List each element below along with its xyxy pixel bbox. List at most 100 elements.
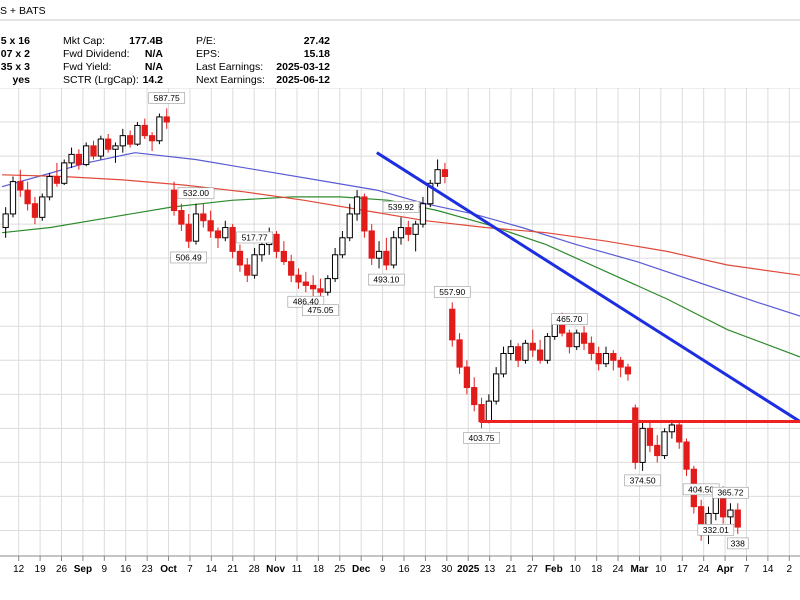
candle xyxy=(617,356,624,378)
candle-body xyxy=(251,254,258,276)
candle xyxy=(734,503,741,534)
candle-body xyxy=(375,250,383,259)
candle-body xyxy=(463,366,471,389)
left-value-3: 35 x 3 xyxy=(1,61,30,73)
pe-label: P/E: xyxy=(196,35,216,47)
x-tick-label: 18 xyxy=(591,564,603,575)
candle xyxy=(419,196,427,228)
x-tick-label: 28 xyxy=(249,564,261,575)
annotation-lines xyxy=(376,151,800,424)
candle xyxy=(383,237,390,271)
candle-body xyxy=(529,342,536,351)
fwd-dividend-label: Fwd Dividend: xyxy=(63,48,130,60)
candle-body xyxy=(214,230,222,239)
candle-body xyxy=(192,213,200,242)
candle xyxy=(529,329,536,357)
candle-body xyxy=(602,352,610,365)
candle xyxy=(280,241,287,265)
candle-body xyxy=(405,227,412,235)
x-tick-label: Sep xyxy=(74,564,92,575)
candle-body xyxy=(46,175,53,198)
candle-body xyxy=(207,220,214,232)
candle xyxy=(75,149,83,170)
candle xyxy=(185,213,192,248)
callout-label: 493.10 xyxy=(373,275,399,285)
price-callout: 374.50 xyxy=(624,474,661,487)
callout-label: 374.50 xyxy=(630,475,656,485)
candle-body xyxy=(75,153,83,166)
candle xyxy=(610,350,617,371)
candle-body xyxy=(53,175,61,184)
callout-label: 338 xyxy=(731,538,745,548)
left-value-1: 5 x 16 xyxy=(1,35,30,47)
x-tick-label: 2025 xyxy=(457,564,480,575)
x-tick-label: 21 xyxy=(505,564,517,575)
candle xyxy=(2,207,9,238)
candle xyxy=(397,217,405,245)
candle xyxy=(390,230,397,269)
eps-value: 15.18 xyxy=(304,48,330,60)
price-callout: 539.92 xyxy=(382,201,420,213)
candle xyxy=(375,241,383,269)
candle-body xyxy=(324,278,331,293)
candle xyxy=(273,230,280,259)
candle-body xyxy=(668,424,676,433)
candle-body xyxy=(273,233,280,252)
price-callout: 532.00 xyxy=(177,187,215,200)
candle xyxy=(463,360,471,395)
candle xyxy=(148,132,156,151)
candle-body xyxy=(39,196,46,218)
candle-body xyxy=(639,427,646,463)
x-tick-label: 30 xyxy=(441,564,453,575)
candle xyxy=(661,428,668,459)
candle-body xyxy=(346,213,353,239)
price-callout: 557.90 xyxy=(433,286,471,298)
candle xyxy=(251,247,258,279)
candle xyxy=(522,339,529,364)
candle-body xyxy=(573,332,580,348)
callout-label: 557.90 xyxy=(439,287,465,297)
candle-body xyxy=(419,203,427,225)
callout-label: 365.72 xyxy=(717,488,743,498)
candle xyxy=(112,142,119,163)
candle-body xyxy=(9,181,17,215)
candle xyxy=(53,162,61,187)
price-callout: 332.01 xyxy=(697,523,735,536)
candle-body xyxy=(661,431,668,457)
candle-body xyxy=(361,196,368,232)
candle-body xyxy=(280,250,287,263)
candle xyxy=(412,220,419,252)
candle xyxy=(17,169,24,197)
candle xyxy=(310,275,317,300)
candle-body xyxy=(302,281,309,286)
next-earnings-value: 2025-06-12 xyxy=(276,74,330,86)
candle-body xyxy=(134,124,141,145)
x-tick-label: 27 xyxy=(527,564,539,575)
x-tick-label: 7 xyxy=(744,564,750,575)
candle xyxy=(573,329,580,351)
candle xyxy=(353,190,361,221)
candle-body xyxy=(83,145,90,166)
price-callout: 338 xyxy=(726,537,749,550)
fwd-yield-value: N/A xyxy=(145,61,164,73)
candle xyxy=(646,421,654,453)
candle xyxy=(302,271,309,293)
candle-body xyxy=(90,145,97,157)
callout-box xyxy=(551,313,588,325)
candle xyxy=(368,224,375,265)
candle-body xyxy=(295,274,302,283)
candle xyxy=(676,421,683,449)
x-tick-label: 17 xyxy=(677,564,689,575)
source-suffix: S + BATS xyxy=(0,5,46,17)
candle xyxy=(441,162,449,184)
callout-box xyxy=(726,537,749,550)
candle xyxy=(126,130,134,148)
candle-body xyxy=(566,332,573,348)
x-tick-label: 11 xyxy=(292,564,303,575)
last-earnings-label: Last Earnings: xyxy=(196,61,263,73)
candle-body xyxy=(617,359,624,368)
callout-box xyxy=(697,523,735,536)
candle-body xyxy=(24,189,31,205)
candle-body xyxy=(105,138,112,150)
